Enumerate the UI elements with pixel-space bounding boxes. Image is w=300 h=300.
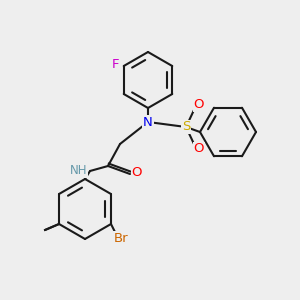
Text: NH: NH bbox=[70, 164, 88, 178]
Text: Br: Br bbox=[114, 232, 128, 244]
Text: S: S bbox=[182, 121, 190, 134]
Text: O: O bbox=[194, 142, 204, 155]
Text: F: F bbox=[112, 58, 119, 70]
Text: O: O bbox=[132, 166, 142, 178]
Text: N: N bbox=[143, 116, 153, 128]
Text: O: O bbox=[194, 98, 204, 112]
